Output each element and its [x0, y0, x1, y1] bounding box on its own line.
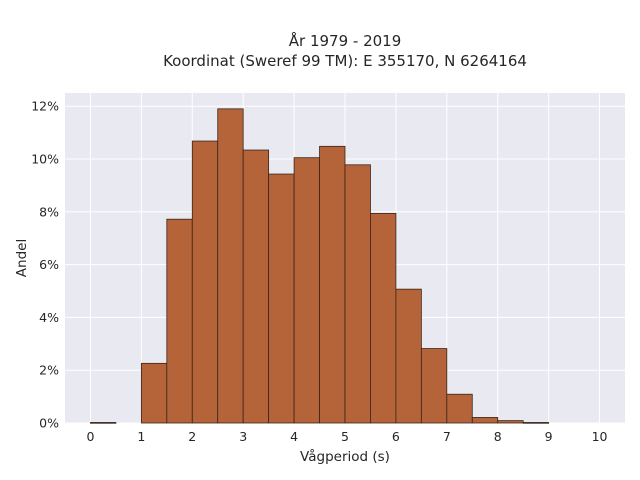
histogram-bar [319, 145, 346, 424]
histogram-bar [293, 157, 320, 424]
histogram-bar [140, 362, 168, 424]
y-axis-ticks: 0% 2% 4% 6% 8% 10% 12% [31, 99, 59, 431]
y-tick-label: 2% [39, 363, 59, 378]
x-tick-label: 4 [290, 429, 298, 444]
x-tick-label: 5 [341, 429, 349, 444]
x-tick-label: 1 [137, 429, 145, 444]
histogram-bar [446, 393, 473, 424]
x-tick-label: 6 [392, 429, 400, 444]
x-tick-label: 2 [188, 429, 196, 444]
histogram-bar [344, 164, 371, 424]
x-axis-ticks: 0 1 2 3 4 5 6 7 8 9 10 [86, 429, 607, 444]
x-tick-label: 3 [239, 429, 247, 444]
histogram-bar [471, 417, 499, 424]
histogram-bar [166, 218, 193, 424]
y-tick-label: 4% [39, 310, 59, 325]
x-axis-label: Vågperiod (s) [300, 448, 390, 465]
histogram-bar [191, 140, 219, 424]
y-tick-label: 8% [39, 204, 59, 219]
histogram-bar [217, 108, 244, 424]
x-tick-label: 9 [545, 429, 553, 444]
y-tick-label: 0% [39, 416, 59, 431]
chart-title-line-1: År 1979 - 2019 [289, 31, 402, 50]
histogram-bar [370, 212, 397, 424]
histogram-bar [242, 149, 270, 424]
x-tick-label: 0 [86, 429, 94, 444]
bars [90, 108, 550, 424]
histogram-bar [497, 420, 524, 424]
x-tick-label: 10 [592, 429, 608, 444]
histogram-bar [522, 422, 550, 424]
x-tick-label: 8 [494, 429, 502, 444]
x-tick-label: 7 [443, 429, 451, 444]
y-tick-label: 12% [31, 99, 59, 114]
y-tick-label: 10% [31, 152, 59, 167]
histogram-bar [420, 348, 448, 424]
y-axis-label: Andel [14, 239, 30, 277]
histogram-bar [90, 422, 117, 424]
histogram-bar [268, 173, 295, 424]
y-tick-label: 6% [39, 257, 59, 272]
histogram-bar [395, 288, 422, 424]
chart-title-line-2: Koordinat (Sweref 99 TM): E 355170, N 62… [163, 52, 527, 70]
